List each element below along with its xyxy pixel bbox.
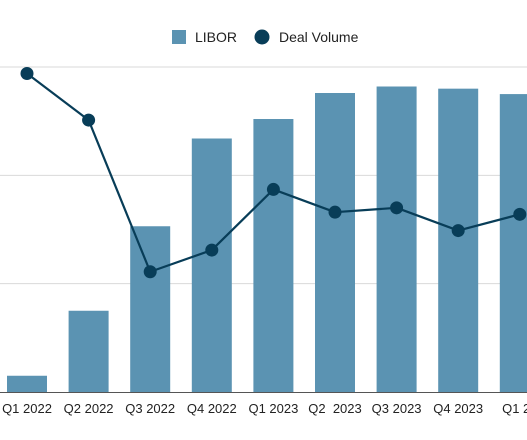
x-tick-label: Q2 2022 (64, 401, 114, 416)
deal-volume-point (266, 182, 280, 196)
bar (130, 226, 171, 392)
x-tick-label: Q4 2022 (187, 401, 237, 416)
legend-marker-deal-volume (254, 29, 270, 45)
deal-volume-point (143, 265, 157, 279)
deal-volume-point (451, 224, 465, 238)
legend-label-libor: LIBOR (195, 29, 237, 45)
deal-volume-point (20, 67, 34, 80)
bar (376, 86, 417, 392)
legend-swatch-libor (172, 30, 186, 44)
x-tick-label: Q4 2023 (433, 401, 483, 416)
bar (253, 119, 294, 392)
bar (191, 138, 232, 392)
deal-volume-point (513, 207, 527, 221)
deal-volume-line (20, 67, 527, 279)
bar (68, 310, 109, 392)
x-tick-labels: Q1 2022 Q2 2022 Q3 2022 Q4 2022 Q1 2023 Q2 20… (2, 401, 527, 416)
bar (315, 93, 355, 392)
libor-bars (7, 86, 527, 393)
deal-volume-point (328, 205, 342, 219)
x-tick-label: Q3 2022 (125, 401, 175, 416)
x-tick-label: Q1 20 (502, 401, 527, 416)
x-tick-label: Q1 2023 (248, 401, 298, 416)
x-tick-label: Q3 2023 (372, 401, 422, 416)
legend: LIBOR Deal Volume (172, 29, 359, 45)
bar (499, 94, 527, 392)
deal-volume-point (82, 113, 96, 127)
x-tick-label: Q1 2022 (2, 401, 52, 416)
deal-volume-point (390, 201, 404, 215)
legend-label-deal-volume: Deal Volume (279, 29, 359, 45)
deal-volume-point (205, 243, 219, 257)
x-tick-label: Q2 2023 (308, 401, 362, 416)
bar (7, 375, 47, 392)
bar (438, 88, 479, 393)
